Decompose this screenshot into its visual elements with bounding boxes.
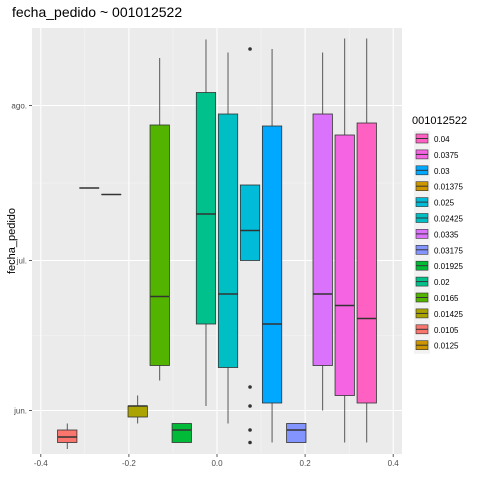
legend-item: 0.03 <box>414 162 450 179</box>
outlier-point <box>248 385 252 389</box>
legend-item: 0.025 <box>414 194 455 211</box>
box-0.04 <box>356 38 377 443</box>
x-tick-label: -0.4 <box>34 459 48 468</box>
box-body <box>334 134 355 396</box>
box-0.0375 <box>334 38 355 443</box>
box-body <box>171 423 192 443</box>
box-0.0105 <box>57 423 78 449</box>
y-tick-label: jun. <box>13 407 27 416</box>
y-tick-label: ago. <box>11 102 27 111</box>
legend-item: 0.0335 <box>414 226 459 243</box>
legend-item: 0.02425 <box>414 210 463 227</box>
axis-ticks: -0.4 -0.2 0.0 0.2 0.4 jun. jul. ago. <box>11 102 399 469</box>
box-0.01425 <box>127 395 148 424</box>
x-tick-label: -0.2 <box>122 459 136 468</box>
legend-item: 0.02 <box>414 274 450 291</box>
legend-label: 0.0375 <box>434 151 459 160</box>
legend-title: 001012522 <box>412 115 467 127</box>
legend-item: 0.0125 <box>414 337 459 354</box>
legend-label: 0.0165 <box>434 294 459 303</box>
legend-label: 0.04 <box>434 135 450 144</box>
box-0.025 <box>239 47 261 445</box>
legend-label: 0.0335 <box>434 230 459 239</box>
legend-label: 0.02425 <box>434 215 463 224</box>
legend-item: 0.0165 <box>414 290 459 306</box>
box-0.02425 <box>217 52 239 424</box>
legend-label: 0.03 <box>434 167 450 176</box>
box-body <box>195 92 217 325</box>
legend-item: 0.01375 <box>414 178 463 195</box>
box-body <box>312 113 333 366</box>
box-body <box>127 405 148 418</box>
box-0.02 <box>195 39 217 406</box>
legend-label: 0.01425 <box>434 310 463 319</box>
legend-label: 0.01925 <box>434 262 463 271</box>
legend-item: 0.0105 <box>414 321 459 338</box>
outlier-point <box>248 440 252 445</box>
legend-label: 0.03175 <box>434 246 463 255</box>
x-tick-label: 0.0 <box>211 459 223 468</box>
legend-item: 0.04 <box>414 131 450 147</box>
chart-title: fecha_pedido ~ 001012522 <box>12 4 182 20</box>
box-body <box>217 113 239 368</box>
legend-label: 0.01375 <box>434 183 463 192</box>
legend-label: 0.0105 <box>434 326 459 335</box>
box-0.0335 <box>312 52 333 411</box>
box-series <box>57 38 377 449</box>
box-0.03175 <box>286 423 307 443</box>
x-tick-label: 0.2 <box>300 459 312 468</box>
box-body <box>239 184 261 261</box>
box-body <box>149 124 170 366</box>
box-body <box>261 125 283 404</box>
box-0.01925 <box>171 423 192 443</box>
x-tick-label: 0.4 <box>388 459 400 468</box>
outlier-point <box>248 428 252 432</box>
legend-item: 0.01425 <box>414 305 463 322</box>
box-body <box>286 423 307 443</box>
y-axis-label: fecha_pedido <box>6 208 18 274</box>
box-0.0165 <box>149 58 170 381</box>
outlier-point <box>248 404 252 408</box>
legend-label: 0.02 <box>434 278 450 287</box>
legend-label: 0.0125 <box>434 342 459 351</box>
y-tick-label: jul. <box>16 257 27 266</box>
legend-item: 0.01925 <box>414 258 463 275</box>
box-0.03 <box>261 49 283 443</box>
box-body <box>356 122 377 404</box>
outlier-point <box>248 47 252 51</box>
legend: 0.04 0.0375 0.03 0.01375 0.025 0.02425 0.0335 0… <box>414 131 463 354</box>
legend-label: 0.025 <box>434 199 455 208</box>
legend-item: 0.03175 <box>414 242 463 259</box>
legend-item: 0.0375 <box>414 146 459 163</box>
